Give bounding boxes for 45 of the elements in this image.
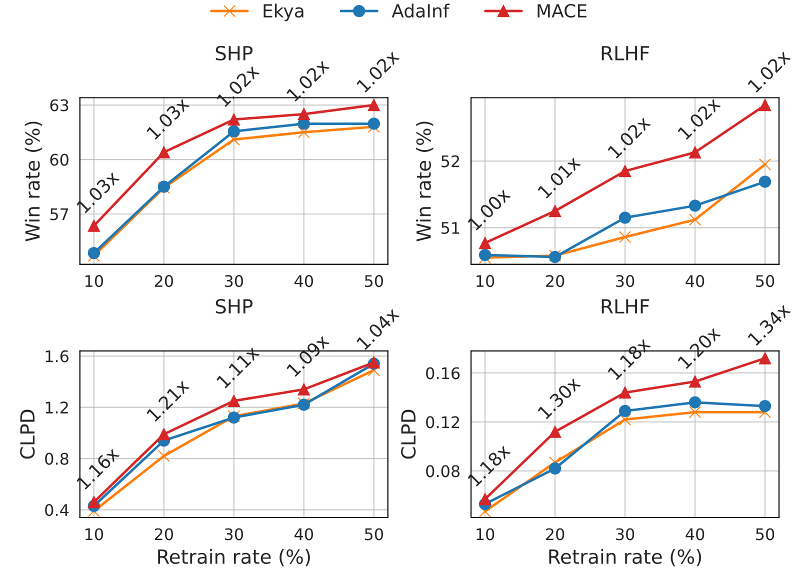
y-tick-label: 63 <box>50 99 68 112</box>
y-axis-title: Win rate (%) <box>416 122 434 242</box>
x-tick-label: 40 <box>294 528 313 540</box>
y-tick-label: 60 <box>50 154 68 166</box>
chart-title: SHP <box>216 299 253 314</box>
x-tick-label: 40 <box>294 275 313 288</box>
legend-label: Ekya <box>264 4 304 22</box>
x-axis-title: Retrain rate (%) <box>158 548 310 566</box>
chart-title: SHP <box>216 46 253 61</box>
x-tick-label: 40 <box>686 275 704 288</box>
y-tick-label: 1.2 <box>46 402 68 414</box>
x-tick-label: 30 <box>616 275 634 288</box>
x-tick-label: 30 <box>616 528 634 540</box>
x-tick-label: 30 <box>224 528 243 540</box>
y-tick-label: 1.6 <box>46 350 68 362</box>
x-tick-label: 30 <box>224 275 243 288</box>
x-tick-label: 20 <box>546 528 564 540</box>
legend-label: AdaInf <box>392 4 450 18</box>
y-tick-label: 0.8 <box>45 452 68 465</box>
y-tick-label: 0.4 <box>45 504 69 516</box>
x-tick-label: 20 <box>154 528 173 540</box>
y-tick-label: 57 <box>50 208 68 220</box>
y-tick-label: 0.16 <box>426 367 460 380</box>
y-tick-label: 0.08 <box>426 465 460 478</box>
chart-title: RLHF <box>602 299 649 314</box>
y-tick-label: 0.12 <box>426 416 460 428</box>
x-tick-label: 20 <box>154 275 173 288</box>
x-tick-label: 50 <box>756 275 774 288</box>
x-tick-label: 50 <box>364 275 383 288</box>
x-tick-label: 10 <box>476 275 494 288</box>
x-tick-label: 20 <box>546 275 564 288</box>
x-tick-label: 40 <box>686 528 704 540</box>
x-tick-label: 10 <box>476 528 494 540</box>
x-tick-label: 50 <box>756 528 774 540</box>
x-axis-title: Retrain rate (%) <box>549 548 702 566</box>
y-axis-title: CLPD <box>20 410 35 459</box>
x-tick-label: 10 <box>85 528 103 540</box>
x-tick-label: 50 <box>364 528 383 540</box>
chart-title: RLHF <box>602 46 649 60</box>
y-axis-title: CLPD <box>401 410 416 459</box>
legend-label: MACE <box>538 4 586 18</box>
y-tick-label: 51 <box>442 222 460 234</box>
y-tick-label: 52 <box>442 155 460 168</box>
y-axis-title: Win rate (%) <box>24 122 42 242</box>
x-tick-label: 10 <box>85 275 103 288</box>
